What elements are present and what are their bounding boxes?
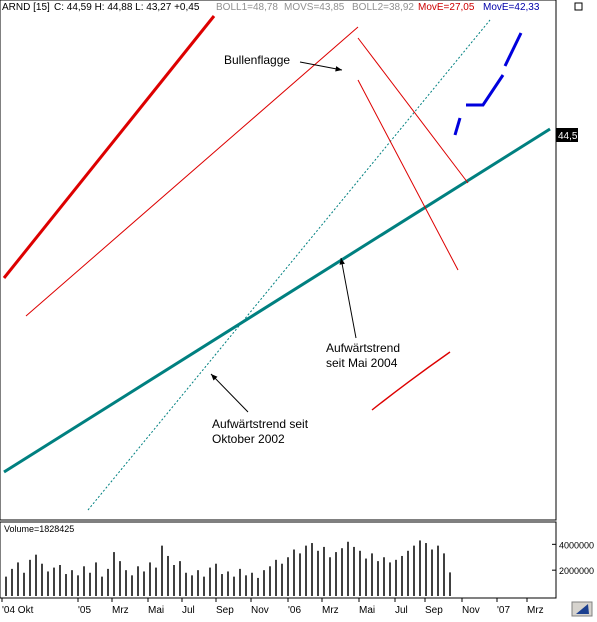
- annotation-arrow-line: [299, 61, 343, 71]
- annotation-arrow-head: [339, 258, 345, 265]
- annotation-label: Aufwärtstrend seit: [212, 417, 309, 431]
- volume-label: Volume=1828425: [4, 524, 74, 534]
- upper-channel-line: [25, 26, 359, 317]
- annotation-label: Aufwärtstrend: [326, 341, 400, 355]
- header-boll2: BOLL2=38,92: [352, 2, 414, 13]
- uptrend-since-mai-2004-dashed-line: [87, 19, 491, 511]
- time-tick-label: '04 Okt: [2, 605, 34, 616]
- last-price-box: [556, 128, 578, 142]
- last-price-marker: 44,59: [556, 128, 583, 142]
- time-tick-label: Mrz: [112, 605, 129, 616]
- annotation-label-line-2: Oktober 2002: [212, 432, 285, 446]
- header-legend: ARND [15] C: 44,59 H: 44,88 L: 43,27 +0,…: [2, 2, 583, 13]
- time-tick-label: Mrz: [322, 605, 339, 616]
- time-axis: '04 Okt '05 Mrz Mai Jul Sep Nov '06 Mrz Mai Jul Sep…: [1, 598, 544, 616]
- header-ohlc: C: 44,59 H: 44,88 L: 43,27 +0,45: [54, 2, 200, 13]
- legend-toggle-box[interactable]: [574, 2, 583, 11]
- red-parallel-channel-line: [2, 15, 216, 279]
- time-tick-label: '05: [78, 605, 91, 616]
- chart-navigator-icon[interactable]: [571, 601, 593, 617]
- drawn-trendlines: [2, 15, 551, 511]
- volume-tick-label: 4000000: [559, 540, 594, 550]
- time-tick-label: '06: [288, 605, 301, 616]
- annotation-arrow-line: [210, 373, 249, 413]
- volume-bars: 4000000 2000000: [5, 540, 594, 596]
- uptrend-since-oktober-2002-line: [3, 127, 551, 474]
- header-symbol: ARND [15]: [2, 2, 50, 13]
- header-move-fast: MovE=27,05: [418, 2, 475, 13]
- time-tick-label: Sep: [216, 605, 234, 616]
- annotation-label: Bullenflagge: [224, 53, 290, 67]
- volume-panel-frame: [0, 521, 557, 599]
- last-price-label: 44,59: [558, 131, 583, 142]
- annotation-arrow-head: [211, 374, 218, 381]
- flag-lower-line: [357, 79, 459, 271]
- projection-line-1: [453, 117, 462, 136]
- curved-marker-line: [371, 351, 451, 411]
- time-tick-label: Nov: [462, 605, 480, 616]
- volume-tick-label: 2000000: [559, 566, 594, 576]
- flag-upper-line: [357, 37, 469, 184]
- price-panel-frame: [0, 0, 557, 521]
- projection-line-2: [466, 74, 505, 107]
- header-move-slow: MovE=42,33: [483, 2, 540, 13]
- annotation-arrow-line: [340, 257, 357, 339]
- time-tick-label: Mai: [148, 605, 164, 616]
- header-movs: MOVS=43,85: [284, 2, 345, 13]
- time-tick-label: Jul: [395, 605, 408, 616]
- projection-line-3: [503, 32, 523, 67]
- annotation-label-line-2: seit Mai 2004: [326, 356, 398, 370]
- header-boll1: BOLL1=48,78: [216, 2, 278, 13]
- time-tick-label: Nov: [251, 605, 269, 616]
- time-tick-label: Sep: [425, 605, 443, 616]
- time-tick-label: Jul: [182, 605, 195, 616]
- time-tick-label: Mrz: [527, 605, 544, 616]
- annotation-arrow-head: [335, 66, 342, 72]
- time-tick-label: Mai: [359, 605, 375, 616]
- time-tick-label: '07: [497, 605, 510, 616]
